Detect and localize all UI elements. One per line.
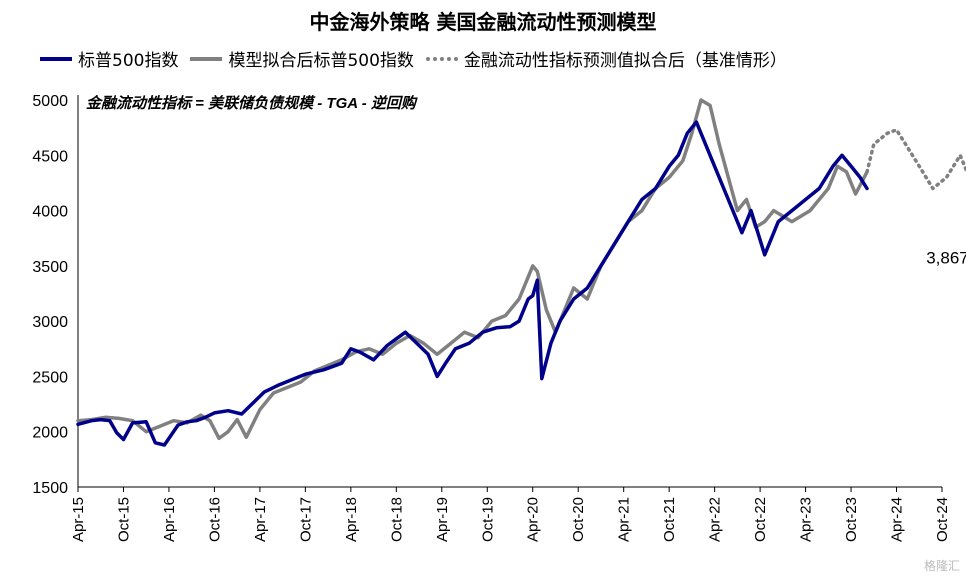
- x-tick-label: Oct-17: [297, 497, 314, 542]
- y-tick-label: 4500: [32, 148, 68, 165]
- legend-label-model: 模型拟合后标普500指数: [228, 51, 414, 71]
- watermark-label: 格隆汇: [923, 559, 960, 573]
- series-line-2: [865, 128, 966, 191]
- y-tick-label: 1500: [32, 480, 68, 497]
- legend-item-sp500: 标普500指数: [40, 46, 178, 71]
- x-tick-label: Oct-22: [752, 497, 769, 542]
- x-tick-label: Apr-23: [798, 497, 815, 542]
- x-tick-label: Oct-19: [479, 497, 496, 542]
- y-tick-label: 3000: [32, 314, 68, 331]
- legend-swatch-model: [190, 56, 223, 61]
- x-tick-label: Apr-18: [343, 497, 360, 542]
- legend-item-model: 模型拟合后标普500指数: [190, 46, 414, 71]
- x-tick-label: Oct-24: [934, 497, 951, 542]
- x-tick-label: Oct-16: [206, 497, 223, 542]
- x-tick-label: Apr-22: [707, 497, 724, 542]
- end-value-label: 3,867: [926, 248, 966, 267]
- chart-title: 中金海外策略 美国金融流动性预测模型: [309, 10, 657, 34]
- x-tick-label: Apr-15: [70, 497, 87, 542]
- x-tick-label: Apr-17: [252, 497, 269, 542]
- y-tick-label: 5000: [32, 93, 68, 110]
- y-tick-label: 4000: [32, 204, 68, 221]
- legend-label-sp500: 标普500指数: [78, 51, 179, 71]
- x-tick-label: Oct-23: [843, 497, 860, 542]
- y-tick-label: 2500: [32, 369, 68, 386]
- x-tick-label: Oct-15: [115, 497, 132, 542]
- x-tick-label: Apr-24: [889, 497, 906, 542]
- x-tick-label: Oct-21: [661, 497, 678, 542]
- x-tick-label: Apr-16: [161, 497, 178, 542]
- x-tick-label: Apr-21: [616, 497, 633, 542]
- x-tick-label: Apr-20: [525, 497, 542, 542]
- legend-label-forecast: 金融流动性指标预测值拟合后（基准情形）: [463, 51, 787, 71]
- y-tick-label: 3500: [32, 259, 68, 276]
- formula-annotation: 金融流动性指标 = 美联储负债规模 - TGA - 逆回购: [86, 94, 418, 112]
- legend-swatch-forecast: [425, 56, 458, 61]
- x-tick-label: Oct-20: [570, 497, 587, 542]
- x-tick-label: Oct-18: [388, 497, 405, 542]
- series-line-0: [76, 120, 869, 447]
- legend-item-forecast: 金融流动性指标预测值拟合后（基准情形）: [425, 46, 787, 71]
- legend-swatch-sp500: [40, 56, 72, 61]
- y-tick-label: 2000: [32, 425, 68, 442]
- series-line-1: [76, 98, 869, 441]
- chart-legend: 标普500指数 模型拟合后标普500指数 金融流动性指标预测值拟合后（基准情形）: [40, 46, 799, 71]
- x-tick-label: Apr-19: [434, 497, 451, 542]
